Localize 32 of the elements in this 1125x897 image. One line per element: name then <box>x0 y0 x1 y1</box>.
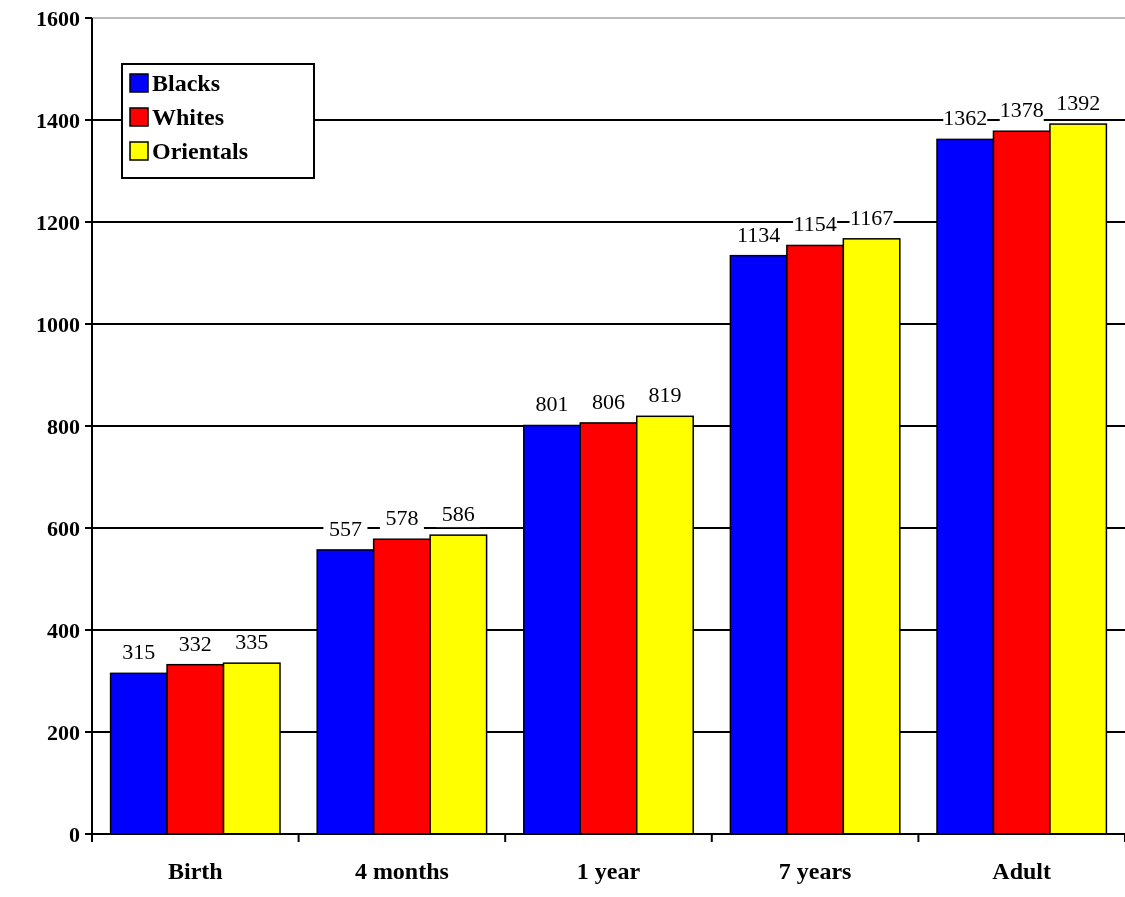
legend-label: Blacks <box>152 70 221 97</box>
data-label: 332 <box>178 630 212 656</box>
y-tick-label: 1200 <box>36 209 80 235</box>
y-tick-label: 200 <box>47 719 80 745</box>
y-tick-label: 0 <box>69 821 80 847</box>
data-label: 578 <box>385 505 419 531</box>
data-label: 1378 <box>999 97 1044 123</box>
y-tick-label: 600 <box>47 515 80 541</box>
y-tick-label: 1600 <box>36 5 80 31</box>
data-label: 1167 <box>849 204 894 230</box>
data-label: 335 <box>235 629 269 655</box>
y-tick-label: 1000 <box>36 311 80 337</box>
x-tick-label: Adult <box>992 858 1052 884</box>
data-label: 1392 <box>1056 90 1101 116</box>
data-label: 801 <box>535 391 569 417</box>
legend-label: Whites <box>152 104 224 131</box>
data-label: 1154 <box>793 211 837 237</box>
data-label: 557 <box>328 515 362 541</box>
data-label: 819 <box>648 382 682 408</box>
legend-label: Orientals <box>152 138 248 165</box>
x-tick-label: 1 year <box>576 858 641 884</box>
data-label: 315 <box>122 639 156 665</box>
y-tick-label: 400 <box>47 617 80 643</box>
y-tick-label: 800 <box>47 413 80 439</box>
x-tick-label: 7 years <box>778 858 852 884</box>
data-label: 1362 <box>943 105 988 131</box>
x-tick-label: 4 months <box>354 858 449 884</box>
x-tick-label: Birth <box>167 858 223 884</box>
data-label: 806 <box>592 388 625 414</box>
y-tick-label: 1400 <box>36 107 80 133</box>
data-label: 1134 <box>737 221 781 247</box>
data-label: 586 <box>441 501 475 527</box>
